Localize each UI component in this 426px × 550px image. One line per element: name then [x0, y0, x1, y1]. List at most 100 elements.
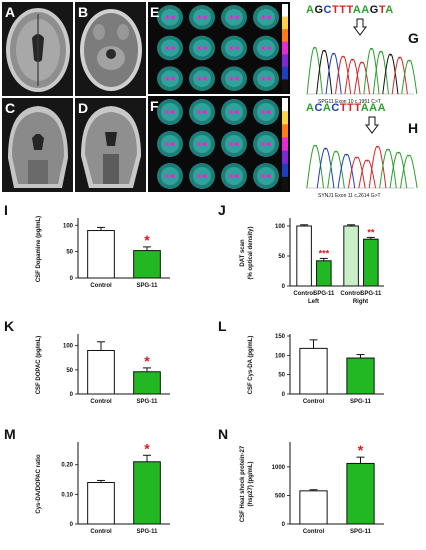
error-bar	[347, 224, 356, 226]
y-axis-label: (hsp27) (pg/mL)	[248, 462, 254, 507]
panel-letter-e: E	[150, 4, 160, 20]
mri-axial-b-image	[75, 2, 146, 96]
x-tick-label: Control	[293, 291, 315, 297]
base-letter: A	[352, 4, 362, 16]
spect-slice	[157, 66, 183, 91]
error-bar	[309, 339, 318, 349]
chromatogram-peak	[363, 47, 380, 95]
chart-n: CSF Heat shock protein-27 (hsp27) (pg/mL)…	[240, 442, 384, 535]
y-tick-label: 0	[70, 522, 74, 528]
x-tick-label: Control	[340, 291, 362, 297]
base-letter: A	[306, 102, 315, 114]
spect-slice	[189, 66, 215, 91]
spect-slice	[221, 66, 247, 91]
error-bar	[366, 236, 375, 240]
significance-marker: *	[144, 353, 150, 369]
base-letter: T	[378, 4, 386, 16]
significance-marker: *	[358, 442, 364, 458]
chromatogram-peak	[316, 147, 335, 189]
group-label: Right	[353, 299, 368, 305]
y-axis-label: CSF DOPAC (pg/mL)	[36, 336, 42, 395]
error-bar	[356, 354, 365, 359]
x-tick-label: SPG-11	[360, 291, 382, 297]
spect-slice	[189, 131, 215, 157]
base-letter: T	[346, 4, 353, 16]
x-tick-label: Control	[90, 399, 112, 405]
chromatogram-peak	[327, 150, 345, 189]
spect-slice	[221, 35, 247, 61]
sequence-g: AGCTTTAAGTA	[306, 4, 394, 16]
y-tick-label: 150	[275, 334, 286, 340]
x-tick-label: Control	[90, 529, 112, 535]
y-tick-label: 50	[66, 368, 73, 374]
y-axis-label: CSF Dopamine (pg/mL)	[36, 216, 42, 282]
chromatogram-peak	[391, 56, 408, 95]
x-tick-label: SPG-11	[313, 291, 335, 297]
x-tick-label: SPG-11	[136, 529, 158, 535]
bar	[343, 225, 359, 287]
y-tick-label: 0	[70, 276, 74, 282]
y-tick-label: 500	[275, 493, 286, 499]
chromatogram-h	[306, 144, 418, 189]
chromatogram-peak	[325, 52, 342, 95]
bar	[299, 490, 328, 525]
y-tick-label: 100	[63, 223, 74, 229]
mri-axial-a: A	[2, 2, 73, 96]
spect-slice	[157, 35, 183, 61]
bar	[296, 225, 312, 287]
spect-slice	[253, 99, 279, 125]
spect-slice	[221, 99, 247, 125]
spect-slice	[157, 131, 183, 157]
chromatogram-peak	[379, 148, 397, 189]
spect-slice	[189, 163, 215, 189]
panel-letter-l: L	[218, 318, 227, 334]
bar	[133, 371, 161, 395]
error-bar	[97, 226, 105, 231]
panel-letter-n: N	[218, 426, 229, 442]
spect-slice	[157, 99, 183, 125]
error-bar	[143, 454, 151, 462]
spect-slice	[253, 66, 279, 91]
y-axis-label: Cys-DA/DOPAC ratio	[36, 454, 42, 514]
y-axis-label: DAT scan	[240, 239, 246, 267]
base-letter: T	[339, 102, 348, 114]
chart-l: CSF Cys-DA (pg/mL) 0 50 100 150 Control SPG-11	[248, 334, 384, 405]
spect-scan-f-image	[157, 98, 288, 191]
y-tick-label: 0	[282, 284, 286, 290]
chromatogram-peak	[382, 53, 399, 95]
panel-letter-i: I	[4, 202, 8, 218]
y-tick-label: 50	[66, 250, 73, 256]
spect-slice	[253, 131, 279, 157]
mri-coronal-d: D	[75, 98, 146, 192]
chart-j: DAT scan (% optical density) 0 50 100 Control…	[240, 218, 384, 305]
spect-slice	[189, 35, 215, 61]
panel-letter-c: C	[5, 100, 16, 116]
y-tick-label: 0.10	[61, 492, 73, 498]
spect-slice	[189, 5, 215, 30]
chart-i: CSF Dopamine (pg/mL) 0 50 100 Control * SPG-11	[36, 216, 170, 289]
chromatogram-peak	[316, 49, 333, 95]
panel-letter-a: A	[5, 4, 16, 20]
panel-letter-k: K	[4, 318, 15, 334]
chromatogram-peak	[306, 144, 325, 189]
bar	[87, 350, 115, 395]
panel-letter-b: B	[78, 4, 89, 20]
y-tick-label: 0	[282, 522, 286, 528]
significance-marker: ***	[319, 248, 330, 258]
bar	[133, 461, 161, 525]
y-axis-label: CSF Cys-DA (pg/mL)	[248, 336, 254, 395]
spect-slice	[221, 131, 247, 157]
spect-slice	[221, 5, 247, 30]
spect-slice	[253, 35, 279, 61]
sequence-h: ACACTTTAAA	[306, 102, 386, 114]
spect-slice	[157, 5, 183, 30]
base-letter: T	[354, 102, 361, 114]
error-bar	[143, 367, 151, 372]
chromatogram-g	[306, 46, 418, 95]
spect-scan-f: F	[148, 96, 290, 192]
caption-g: SPG11 Exon 10 c.1951 C>T	[318, 99, 381, 105]
color-scale-bar	[282, 98, 288, 191]
base-letter: A	[369, 102, 378, 114]
bar	[363, 238, 379, 287]
mri-coronal-c: C	[2, 98, 73, 192]
